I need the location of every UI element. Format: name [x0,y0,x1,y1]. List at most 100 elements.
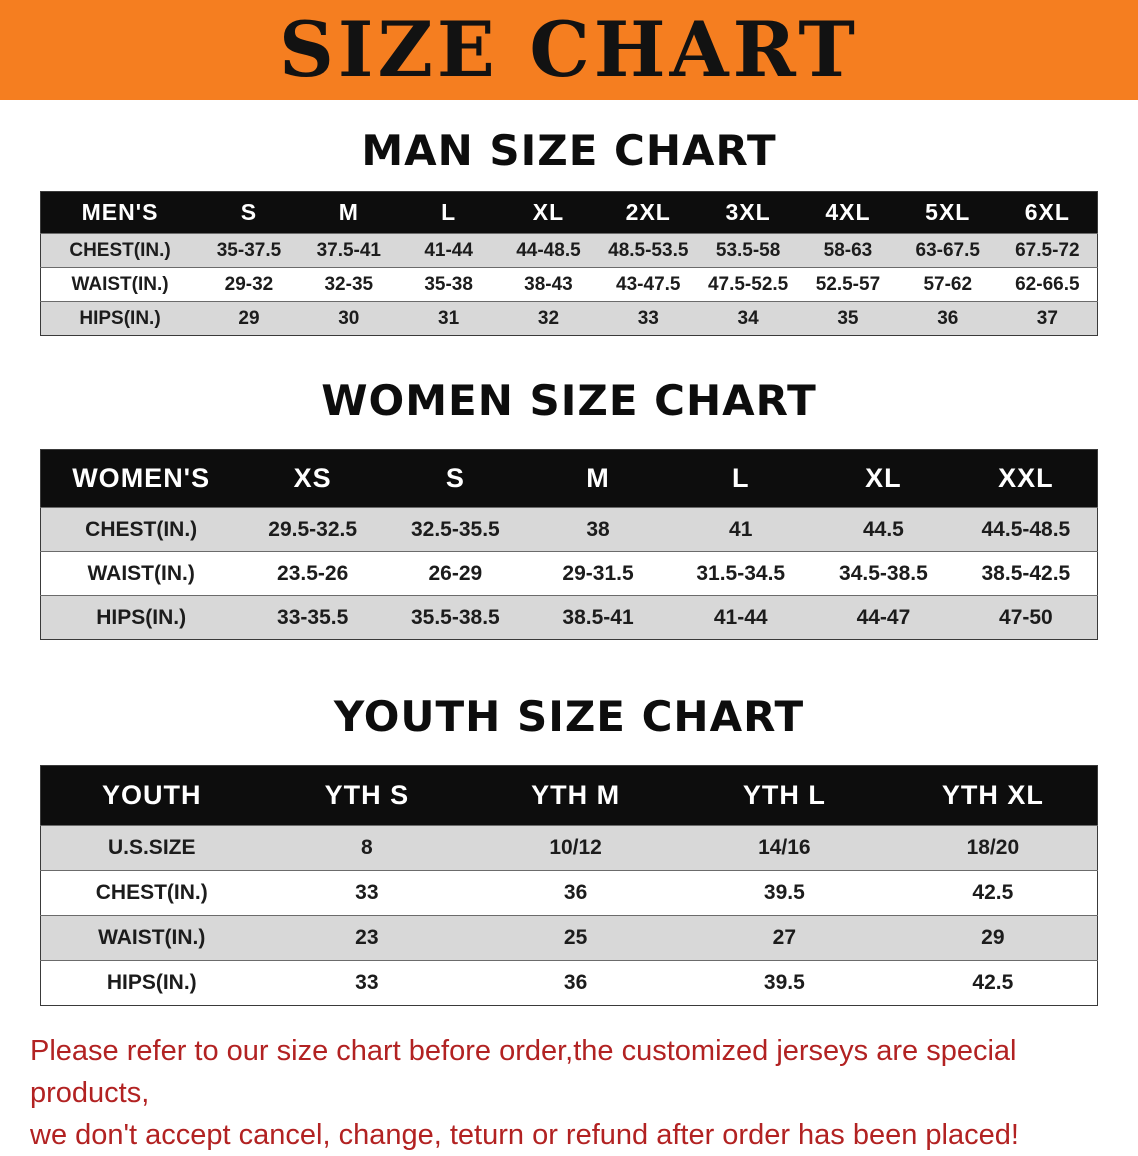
table-row: CHEST(IN.) 33 36 39.5 42.5 [40,870,1098,916]
table-cell: 23.5-26 [241,551,385,596]
table-cell: 47.5-52.5 [698,267,799,302]
table-cell: 32-35 [298,267,399,302]
table-cell: 26-29 [384,551,527,596]
table-cell: 29 [888,915,1098,961]
table-cell: 36 [897,301,998,336]
youth-size-table: YOUTH YTH S YTH M YTH L YTH XL U.S.SIZE 8 10/12… [40,765,1098,1006]
size-header-cell: 6XL [997,191,1098,234]
table-cell: 35.5-38.5 [384,595,527,640]
section-youth: YOUTH SIZE CHART YOUTH YTH S YTH M YTH L YTH… [0,692,1138,1006]
table-row: WAIST(IN.) 23 25 27 29 [40,915,1098,961]
table-cell: 48.5-53.5 [598,233,699,268]
table-title-cell: YOUTH [40,765,263,826]
size-header-cell: XL [812,449,955,508]
table-cell: 33 [262,870,472,916]
size-header-cell: XS [241,449,385,508]
table-cell: 8 [262,825,472,871]
size-header-cell: L [398,191,499,234]
row-label: WAIST(IN.) [40,551,242,596]
table-cell: 38-43 [498,267,599,302]
row-label: HIPS(IN.) [40,960,263,1006]
youth-size-chart-heading: YOUTH SIZE CHART [333,692,805,741]
disclaimer-line-1: Please refer to our size chart before or… [30,1035,1017,1110]
table-cell: 44-47 [812,595,955,640]
table-cell: 35-37.5 [199,233,299,268]
banner: SIZE CHART [0,0,1138,100]
page-title: SIZE CHART [279,5,859,94]
table-cell: 41-44 [398,233,499,268]
size-header-cell: XXL [954,449,1098,508]
row-label: U.S.SIZE [40,825,263,871]
row-label: HIPS(IN.) [40,301,200,336]
table-row: CHEST(IN.) 35-37.5 37.5-41 41-44 44-48.5 48.5… [40,233,1098,268]
disclaimer-line-2: we don't accept cancel, change, teturn o… [30,1119,1019,1152]
size-header-cell: YTH M [471,765,680,826]
table-cell: 42.5 [888,960,1098,1006]
table-cell: 31.5-34.5 [669,551,813,596]
table-cell: 29-32 [199,267,299,302]
table-cell: 53.5-58 [698,233,799,268]
table-cell: 36 [471,960,680,1006]
table-cell: 25 [471,915,680,961]
table-row: CHEST(IN.) 29.5-32.5 32.5-35.5 38 41 44.5 44.5… [40,507,1098,552]
table-cell: 67.5-72 [997,233,1098,268]
table-cell: 29 [199,301,299,336]
size-header-cell: M [526,449,670,508]
table-row: WAIST(IN.) 29-32 32-35 35-38 38-43 43-47.5 47.… [40,267,1098,302]
row-label: CHEST(IN.) [40,870,263,916]
table-cell: 43-47.5 [598,267,699,302]
table-cell: 30 [298,301,399,336]
row-label: HIPS(IN.) [40,595,242,640]
table-cell: 44.5-48.5 [954,507,1098,552]
row-label: WAIST(IN.) [40,267,200,302]
table-cell: 39.5 [679,870,889,916]
size-header-cell: 4XL [798,191,898,234]
table-cell: 39.5 [679,960,889,1006]
table-cell: 33-35.5 [241,595,385,640]
size-header-cell: M [298,191,399,234]
men-size-table: MEN'S S M L XL 2XL 3XL 4XL 5XL 6XL CHEST(IN.) 35-37… [40,191,1098,336]
table-row: HIPS(IN.) 33 36 39.5 42.5 [40,960,1098,1006]
table-cell: 42.5 [888,870,1098,916]
table-cell: 41 [669,507,813,552]
table-header-row: YOUTH YTH S YTH M YTH L YTH XL [40,765,1098,826]
table-row: HIPS(IN.) 29 30 31 32 33 34 35 36 37 [40,301,1098,336]
table-cell: 32 [498,301,599,336]
table-cell: 44-48.5 [498,233,599,268]
size-header-cell: S [199,191,299,234]
table-cell: 52.5-57 [798,267,898,302]
table-cell: 36 [471,870,680,916]
size-header-cell: 5XL [897,191,998,234]
table-cell: 27 [679,915,889,961]
size-header-cell: XL [498,191,599,234]
table-cell: 33 [262,960,472,1006]
row-label: CHEST(IN.) [40,507,242,552]
size-header-cell: S [384,449,527,508]
table-cell: 35 [798,301,898,336]
table-cell: 18/20 [888,825,1098,871]
size-header-cell: 3XL [698,191,799,234]
section-men: MAN SIZE CHART MEN'S S M L XL 2XL 3XL 4XL 5XL 6XL… [0,126,1138,336]
table-cell: 34 [698,301,799,336]
table-cell: 62-66.5 [997,267,1098,302]
size-header-cell: 2XL [598,191,699,234]
table-cell: 10/12 [471,825,680,871]
size-header-cell: L [669,449,813,508]
table-cell: 37.5-41 [298,233,399,268]
table-header-row: WOMEN'S XS S M L XL XXL [40,449,1098,508]
row-label: CHEST(IN.) [40,233,200,268]
table-cell: 58-63 [798,233,898,268]
table-cell: 57-62 [897,267,998,302]
table-cell: 44.5 [812,507,955,552]
table-cell: 14/16 [679,825,889,871]
women-size-chart-heading: WOMEN SIZE CHART [321,376,817,425]
disclaimer: Please refer to our size chart before or… [30,1030,1108,1156]
table-title-cell: WOMEN'S [40,449,242,508]
row-label: WAIST(IN.) [40,915,263,961]
table-cell: 32.5-35.5 [384,507,527,552]
table-cell: 29-31.5 [526,551,670,596]
table-row: U.S.SIZE 8 10/12 14/16 18/20 [40,825,1098,871]
table-cell: 38.5-42.5 [954,551,1098,596]
table-cell: 63-67.5 [897,233,998,268]
